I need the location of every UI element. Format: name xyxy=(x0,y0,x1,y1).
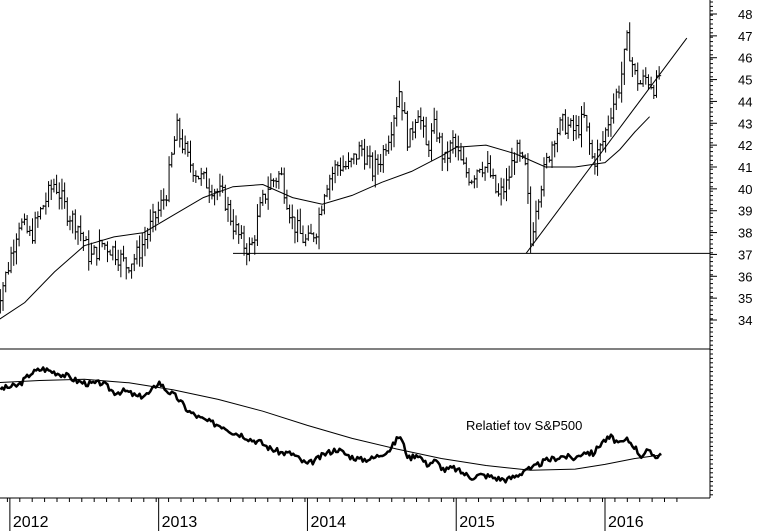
y-tick-label: 48 xyxy=(738,7,752,22)
y-tick-label: 38 xyxy=(738,226,752,241)
price-bars-layer xyxy=(0,22,662,314)
trendline xyxy=(525,37,688,254)
x-ticks-layer: 2012 2013 2014 2015 2016 xyxy=(6,498,678,531)
y-tick-label: 43 xyxy=(738,116,752,131)
price-moving-average-layer xyxy=(0,116,650,320)
y-tick-label: 47 xyxy=(738,29,752,44)
x-tick-label: 2016 xyxy=(608,514,644,531)
y-tick-label: 36 xyxy=(738,269,752,284)
y-tick-label: 44 xyxy=(738,94,752,109)
y-ticks-layer: 34 35 36 37 38 39 40 41 42 43 44 45 46 47 48 xyxy=(710,1,752,496)
x-tick-label: 2012 xyxy=(13,514,49,531)
y-tick-label: 45 xyxy=(738,73,752,88)
trendline-layer xyxy=(525,37,688,254)
relative-strength-layer xyxy=(0,366,662,484)
y-tick-label: 35 xyxy=(738,291,752,306)
y-tick-label: 34 xyxy=(738,313,752,328)
price-ma-line xyxy=(0,116,650,320)
relative-strength-label: Relatief tov S&P500 xyxy=(466,418,582,433)
x-tick-label: 2013 xyxy=(162,514,198,531)
relative-strength-line xyxy=(0,366,662,484)
relative-strength-ma-line xyxy=(0,378,662,471)
y-tick-label: 42 xyxy=(738,138,752,153)
y-tick-label: 39 xyxy=(738,204,752,219)
x-tick-label: 2014 xyxy=(310,514,346,531)
y-tick-label: 46 xyxy=(738,51,752,66)
y-tick-label: 37 xyxy=(738,247,752,262)
y-tick-label: 41 xyxy=(738,160,752,175)
y-tick-label: 40 xyxy=(738,182,752,197)
x-tick-label: 2015 xyxy=(459,514,495,531)
